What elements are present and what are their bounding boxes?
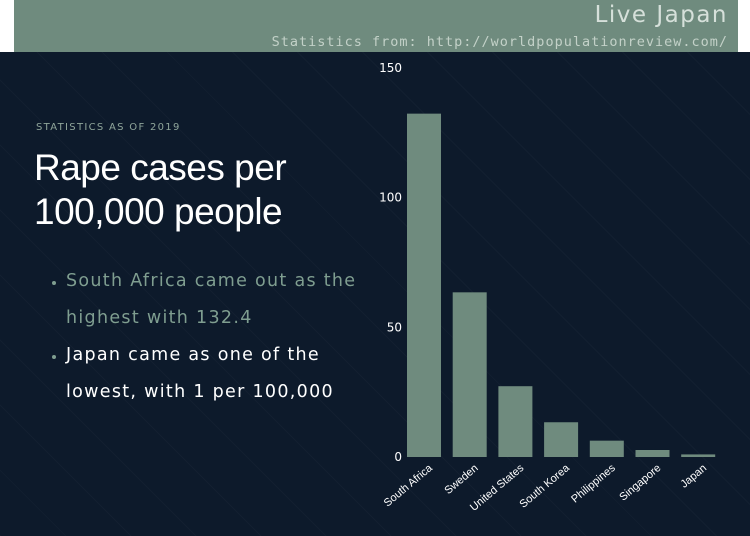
header-banner: Live Japan Statistics from: http://world… <box>14 0 738 52</box>
bullet-list: South Africa came out as the highest wit… <box>46 263 376 411</box>
x-tick-label: South Africa <box>382 462 436 510</box>
source-credit: Statistics from: http://worldpopulationr… <box>271 34 728 50</box>
bar <box>589 440 624 457</box>
bar <box>498 386 533 457</box>
x-tick-label: South Korea <box>517 462 572 511</box>
y-tick-label: 0 <box>394 450 402 464</box>
chart-panel <box>0 52 750 536</box>
y-tick-label: 50 <box>387 320 402 334</box>
title-line-1: Rape cases per <box>34 147 287 188</box>
page-title: Rape cases per 100,000 people <box>34 146 364 234</box>
x-tick-label: Philippines <box>569 462 618 506</box>
bar <box>544 422 579 457</box>
bullet-item-highest: South Africa came out as the highest wit… <box>66 263 376 337</box>
bar <box>407 113 441 457</box>
stats-date-label: STATISTICS AS OF 2019 <box>36 122 181 133</box>
bar <box>635 449 670 457</box>
bar <box>452 292 487 457</box>
x-tick-label: Singapore <box>617 462 663 503</box>
y-tick-label: 150 <box>379 61 402 75</box>
x-tick-label: Sweden <box>442 462 480 497</box>
bar <box>681 454 716 457</box>
title-line-2: 100,000 people <box>34 191 283 232</box>
x-tick-label: Japan <box>678 462 709 490</box>
bullet-item-lowest: Japan came as one of the lowest, with 1 … <box>66 337 376 411</box>
y-tick-label: 100 <box>379 191 402 205</box>
banner-title: Live Japan <box>594 2 728 28</box>
